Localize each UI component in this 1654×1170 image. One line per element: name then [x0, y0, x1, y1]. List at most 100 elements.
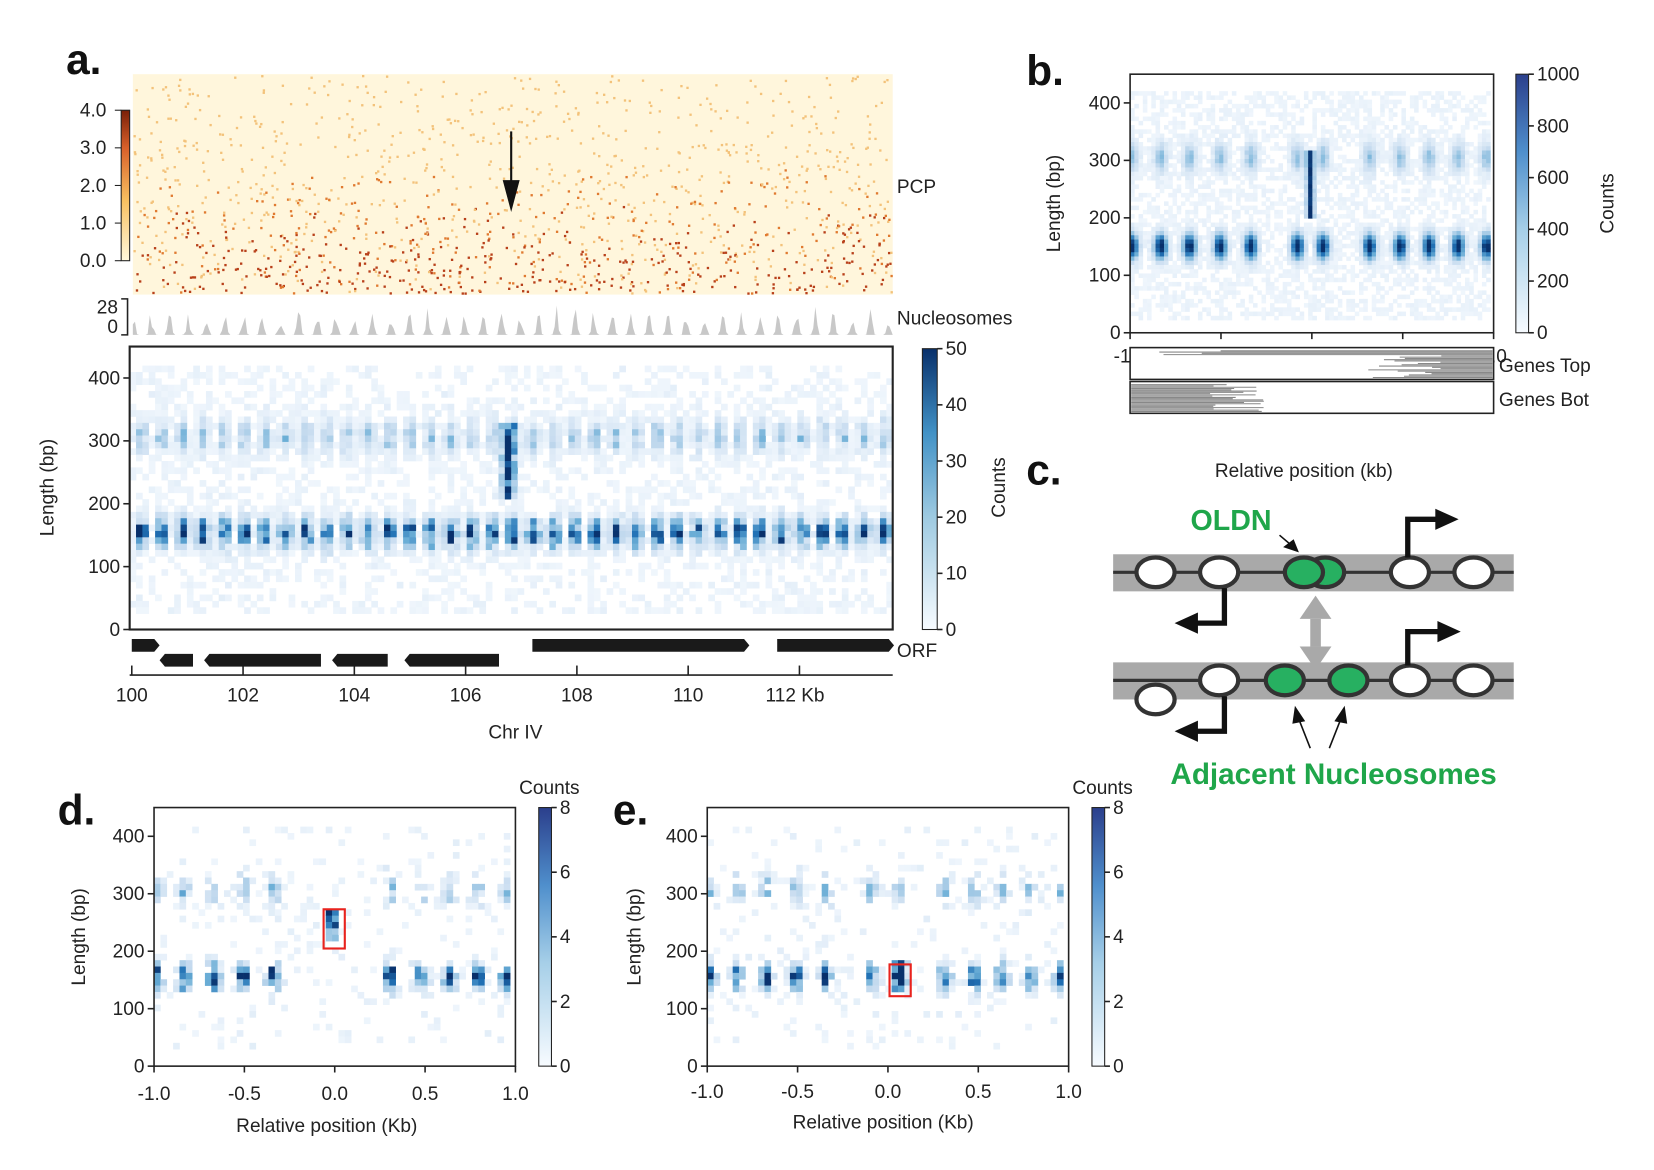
pcp-cell — [225, 238, 229, 241]
heatmap-cell — [352, 397, 359, 405]
heatmap-cell — [1151, 146, 1156, 151]
heatmap-cell — [136, 524, 143, 532]
pcp-cell — [805, 291, 808, 295]
pcp-cell — [464, 292, 467, 295]
heatmap-cell — [1219, 294, 1224, 300]
heatmap-cell — [1172, 218, 1178, 223]
heatmap-cell — [1185, 298, 1190, 304]
heatmap-cell — [568, 524, 576, 532]
heatmap-cell — [1206, 235, 1211, 240]
pcp-cell — [520, 283, 524, 286]
pcp-cell — [557, 220, 561, 223]
heatmap-cell — [670, 384, 677, 392]
pcp-cell — [372, 96, 376, 99]
heatmap-cell — [1219, 133, 1224, 139]
heatmap-cell — [752, 581, 760, 589]
heatmap-cell — [816, 467, 824, 475]
heatmap-cell — [797, 518, 805, 525]
pcp-cell — [530, 194, 533, 197]
pcp-cell — [328, 198, 331, 201]
pcp-cell — [177, 84, 181, 87]
pcp-cell — [505, 246, 509, 250]
pcp-cell — [175, 212, 178, 215]
pcp-cell — [151, 86, 154, 90]
pcp-cell — [449, 290, 452, 294]
heatmap-cell — [231, 556, 239, 564]
heatmap-cell — [320, 492, 328, 500]
heatmap-cell — [612, 403, 620, 411]
heatmap-cell — [574, 448, 582, 455]
heatmap-cell — [790, 448, 798, 455]
heatmap-cell — [161, 397, 169, 405]
heatmap-cell — [384, 429, 391, 436]
heatmap-cell — [498, 365, 506, 373]
pcp-cell — [570, 282, 573, 286]
pcp-cell — [828, 270, 831, 273]
heatmap-cell — [733, 454, 741, 462]
heatmap-cell — [167, 397, 175, 405]
heatmap-cell — [377, 384, 385, 392]
heatmap-cell — [237, 448, 245, 455]
heatmap-cell — [1206, 167, 1211, 173]
pcp-cell — [720, 143, 724, 147]
heatmap-cell — [225, 416, 232, 424]
panel-b-letter: b. — [1026, 47, 1064, 94]
heatmap-cell — [1193, 243, 1199, 249]
pcp-cell — [722, 244, 725, 247]
heatmap-cell — [1164, 226, 1169, 232]
heatmap-cell — [333, 556, 340, 564]
heatmap-cell — [568, 441, 576, 449]
heatmap-cell — [460, 588, 467, 595]
heatmap-cell — [1151, 239, 1156, 245]
pcp-cell — [438, 217, 441, 221]
heatmap-cell — [269, 435, 277, 443]
heatmap-cell — [1147, 252, 1152, 257]
heatmap-cell — [1223, 226, 1228, 232]
heatmap-cell — [364, 562, 372, 570]
heatmap-cell — [848, 448, 855, 455]
heatmap-cell — [600, 403, 607, 411]
heatmap-cell — [689, 550, 696, 557]
heatmap-cell — [854, 397, 862, 405]
heatmap-cell — [600, 600, 607, 608]
heatmap-cell — [1164, 137, 1169, 143]
pcp-cell — [189, 276, 193, 279]
heatmap-cell — [848, 441, 855, 449]
pcp-cell — [383, 149, 386, 152]
heatmap-cell — [339, 435, 347, 443]
pcp-cell — [856, 163, 860, 166]
heatmap-cell — [263, 530, 270, 538]
heatmap-cell — [841, 588, 849, 595]
heatmap-cell — [568, 410, 576, 417]
heatmap-cell — [1147, 192, 1152, 198]
heatmap-cell — [1151, 286, 1156, 291]
heatmap-cell — [136, 410, 143, 417]
heatmap-cell — [1172, 222, 1178, 228]
heatmap-cell — [721, 530, 728, 538]
heatmap-cell — [492, 530, 499, 538]
heatmap-cell — [339, 441, 347, 449]
heatmap-cell — [644, 486, 652, 494]
heatmap-cell — [447, 448, 455, 455]
pcp-cell — [645, 221, 648, 225]
heatmap-cell — [1206, 256, 1211, 262]
heatmap-cell — [587, 384, 595, 392]
pcp-cell — [377, 179, 381, 182]
pcp-cell — [741, 244, 744, 247]
heatmap-cell — [409, 537, 417, 544]
heatmap-cell — [606, 588, 614, 595]
heatmap-cell — [1142, 171, 1148, 177]
heatmap-cell — [708, 480, 715, 487]
heatmap-cell — [555, 448, 563, 455]
heatmap-cell — [294, 429, 302, 436]
heatmap-cell — [663, 422, 671, 430]
heatmap-cell — [371, 600, 378, 608]
heatmap-cell — [1168, 243, 1173, 249]
heatmap-cell — [1130, 269, 1135, 274]
heatmap-cell — [530, 454, 537, 462]
heatmap-cell — [619, 429, 626, 436]
heatmap-cell — [797, 492, 805, 500]
heatmap-cell — [212, 600, 220, 608]
heatmap-cell — [409, 543, 417, 551]
heatmap-cell — [428, 441, 436, 449]
